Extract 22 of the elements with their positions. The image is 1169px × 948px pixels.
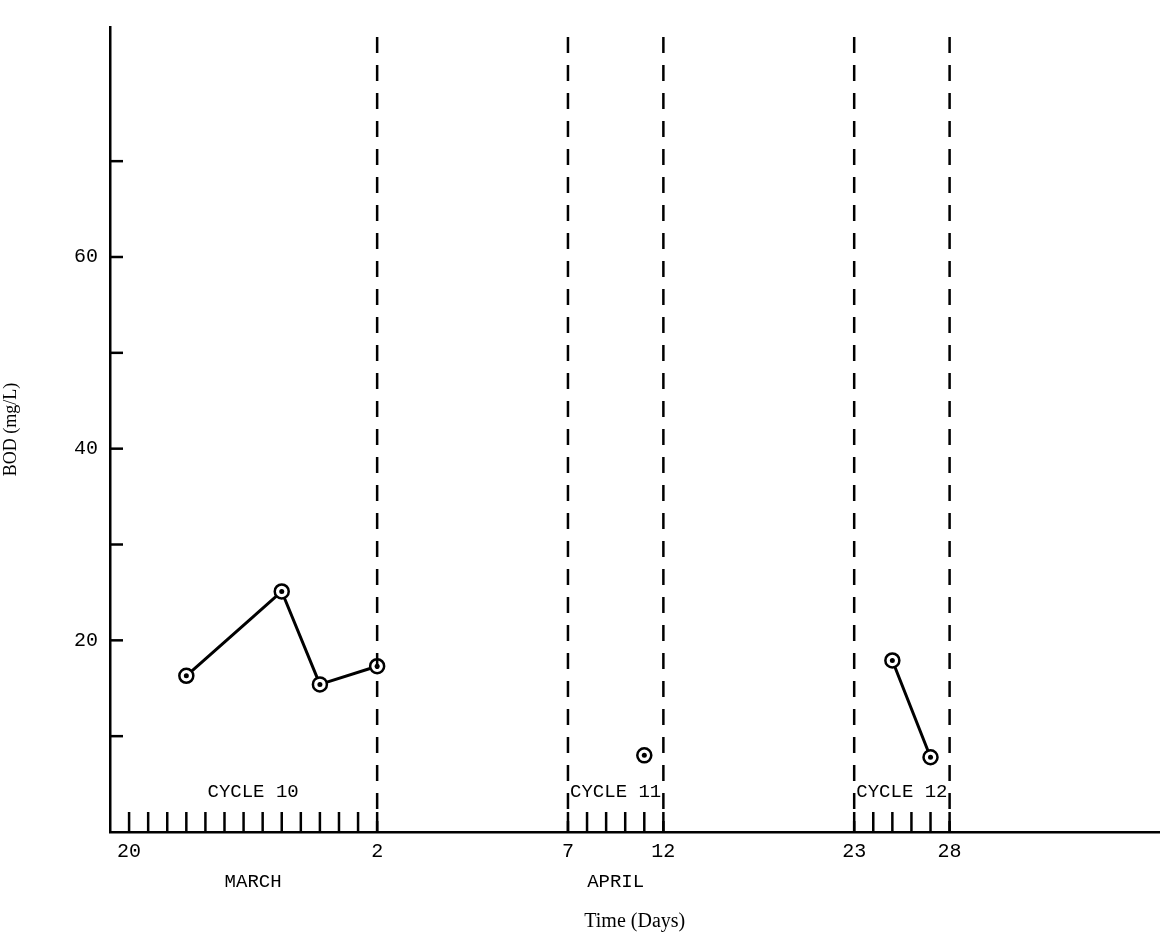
point [311, 676, 329, 693]
x-tick-label: 23 [842, 840, 867, 864]
y-tick-label: 40 [73, 436, 98, 460]
x-tick-label: 28 [937, 840, 962, 864]
x-tick-label: 7 [561, 840, 574, 864]
x-tick-label: 2 [371, 840, 384, 864]
text: APRIL [587, 871, 645, 893]
annotation: CYCLE 10 [207, 781, 299, 803]
text: MARCH [224, 871, 282, 893]
point [273, 583, 290, 600]
y-tick-label: 20 [73, 628, 98, 652]
y-tick-label: 60 [73, 245, 98, 269]
x-tick-label: 12 [651, 840, 676, 864]
x-tick-label: 20 [117, 840, 142, 864]
point [922, 749, 939, 766]
point [178, 667, 195, 685]
y-axis-title: BOD (mg/L) [0, 382, 21, 477]
point [636, 747, 653, 764]
annotation: CYCLE 12 [856, 781, 948, 803]
point [884, 652, 901, 669]
x-axis-title: Time (Days) [584, 909, 686, 933]
annotation: CYCLE 11 [570, 781, 662, 803]
